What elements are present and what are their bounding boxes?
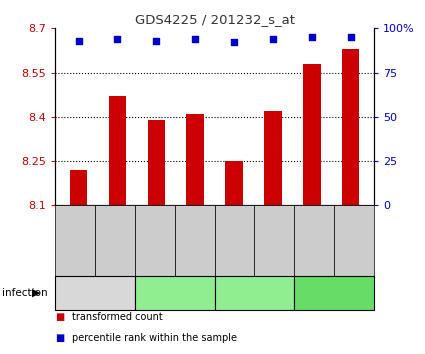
Text: percentile rank within the sample: percentile rank within the sample [72, 333, 237, 343]
Text: HIV-GFP(G) +
SIV-VLP(G): HIV-GFP(G) + SIV-VLP(G) [306, 283, 363, 303]
Title: GDS4225 / 201232_s_at: GDS4225 / 201232_s_at [135, 13, 295, 26]
Text: HIV-GFP(G): HIV-GFP(G) [151, 289, 198, 297]
Bar [109, 96, 126, 205]
Text: GSM560540: GSM560540 [150, 214, 159, 261]
Text: ■: ■ [55, 312, 65, 322]
Bar [70, 170, 87, 205]
Point [75, 38, 82, 44]
Bar [187, 114, 204, 205]
Bar [342, 49, 360, 205]
Text: GSM560538: GSM560538 [71, 214, 79, 261]
Text: GSM560541: GSM560541 [190, 214, 199, 261]
Point [231, 40, 238, 45]
Point [309, 34, 315, 40]
Point [153, 38, 160, 44]
Text: ■: ■ [55, 333, 65, 343]
Text: GSM560545: GSM560545 [350, 214, 359, 261]
Text: GSM560543: GSM560543 [270, 214, 279, 261]
Point [347, 34, 354, 40]
Text: infection: infection [2, 288, 48, 298]
Text: GSM560542: GSM560542 [230, 214, 239, 261]
Bar [225, 161, 243, 205]
Bar [147, 120, 165, 205]
Text: GSM560544: GSM560544 [310, 214, 319, 261]
Bar [303, 64, 320, 205]
Point [114, 36, 121, 42]
Bar [264, 111, 282, 205]
Text: transformed count: transformed count [72, 312, 163, 322]
Point [269, 36, 276, 42]
Point [192, 36, 198, 42]
Text: ▶: ▶ [32, 288, 40, 298]
Text: uninfected
control: uninfected control [73, 283, 118, 303]
Text: SIV-VLP(G): SIV-VLP(G) [232, 289, 277, 297]
Text: GSM560539: GSM560539 [110, 214, 119, 261]
